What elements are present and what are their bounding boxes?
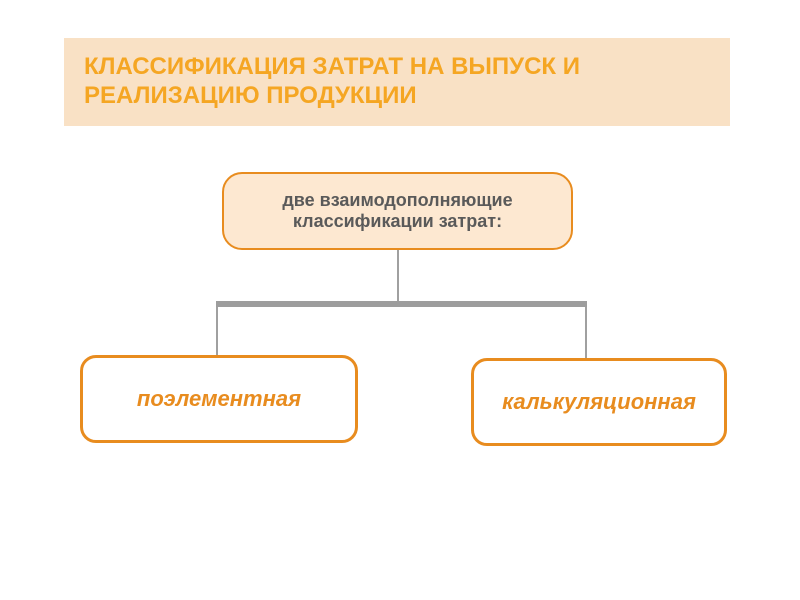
node-right: калькуляционная (471, 358, 727, 446)
node-left: поэлементная (80, 355, 358, 443)
connector-root-down (397, 250, 399, 301)
page-title: КЛАССИФИКАЦИЯ ЗАТРАТ НА ВЫПУСК И РЕАЛИЗА… (84, 53, 730, 111)
connector-right-down (585, 307, 587, 358)
node-right-label: калькуляционная (502, 389, 696, 415)
title-banner: КЛАССИФИКАЦИЯ ЗАТРАТ НА ВЫПУСК И РЕАЛИЗА… (64, 38, 730, 126)
connector-horizontal-bar (216, 301, 587, 307)
node-left-label: поэлементная (137, 386, 301, 412)
node-root-label: две взаимодополняющие классификации затр… (232, 190, 563, 232)
node-root: две взаимодополняющие классификации затр… (222, 172, 573, 250)
connector-left-down (216, 307, 218, 355)
